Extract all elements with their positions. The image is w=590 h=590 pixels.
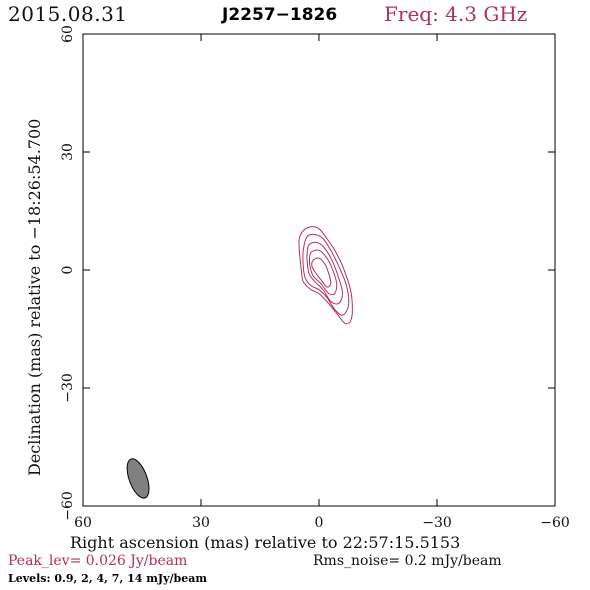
rms-noise: Rms_noise= 0.2 mJy/beam: [313, 553, 502, 569]
contour-lines: [298, 226, 353, 325]
x-tick-label: −60: [540, 515, 570, 531]
contour-level-14: [311, 257, 332, 288]
tick-labels: 60 30 0 −30 −60 −60 −30 0 30 60: [60, 25, 570, 531]
x-axis-title: Right ascension (mas) relative to 22:57:…: [70, 533, 460, 552]
y-tick-label: 0: [60, 266, 76, 275]
x-tick-label: 60: [74, 515, 92, 531]
y-tick-label: 30: [60, 143, 76, 161]
source-name: J2257−1826: [222, 5, 338, 25]
contour-level-0.9: [298, 226, 353, 325]
contour-level-4: [306, 241, 344, 305]
contour-levels: Levels: 0.9, 2, 4, 7, 14 mJy/beam: [8, 572, 207, 585]
y-axis-title: Declination (mas) relative to −18:26:54.…: [25, 119, 44, 476]
frequency-label: Freq: 4.3 GHz: [384, 2, 528, 26]
y-tick-label: −30: [60, 373, 76, 403]
y-tick-label: 60: [60, 25, 76, 43]
peak-level: Peak_lev= 0.026 Jy/beam: [8, 553, 188, 569]
y-tick-label: −60: [60, 491, 76, 521]
plot-frame: [82, 33, 556, 507]
contour-level-7: [308, 249, 338, 296]
tick-marks: [82, 33, 556, 507]
beam-ellipse: [126, 458, 150, 499]
observation-date: 2015.08.31: [8, 2, 128, 26]
x-tick-label: 30: [192, 515, 210, 531]
contour-level-2: [302, 233, 350, 316]
x-tick-label: −30: [422, 515, 452, 531]
x-tick-label: 0: [315, 515, 324, 531]
